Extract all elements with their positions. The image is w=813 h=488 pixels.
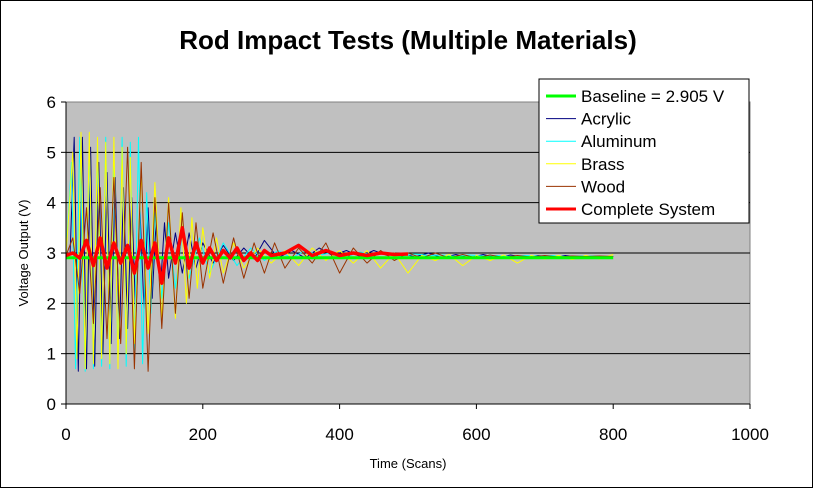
x-tick-label: 1000 [731, 425, 769, 444]
legend-label: Brass [581, 155, 624, 174]
y-tick-label: 4 [47, 194, 56, 213]
legend-box [538, 78, 750, 224]
legend-label: Complete System [581, 200, 715, 219]
series-layer [65, 131, 614, 372]
y-tick-label: 0 [47, 395, 56, 414]
x-axis-label: Time (Scans) [370, 456, 447, 471]
x-tick-label: 600 [462, 425, 490, 444]
y-tick-label: 5 [47, 143, 56, 162]
legend: Baseline = 2.905 V Acrylic Aluminum Brass Wo… [538, 78, 750, 224]
x-tick-label: 0 [61, 425, 70, 444]
legend-label: Acrylic [581, 110, 632, 129]
y-tick-label: 6 [47, 93, 56, 112]
series-line-complete-system [65, 226, 409, 285]
series-line-wood [65, 146, 614, 372]
y-tick-label: 3 [47, 244, 56, 263]
axes [61, 101, 751, 409]
chart-title: Rod Impact Tests (Multiple Materials) [179, 25, 636, 55]
x-tick-label: 800 [599, 425, 627, 444]
y-tick-label: 2 [47, 294, 56, 313]
y-tick-label: 1 [47, 345, 56, 364]
legend-label: Baseline = 2.905 V [581, 87, 725, 106]
x-tick-label: 200 [189, 425, 217, 444]
y-axis-label: Voltage Output (V) [16, 200, 31, 307]
tick-labels: 0 1 2 3 4 5 6 0 200 400 600 800 1000 [47, 93, 769, 444]
legend-label: Wood [581, 177, 625, 196]
legend-label: Aluminum [581, 132, 657, 151]
x-tick-label: 400 [325, 425, 353, 444]
